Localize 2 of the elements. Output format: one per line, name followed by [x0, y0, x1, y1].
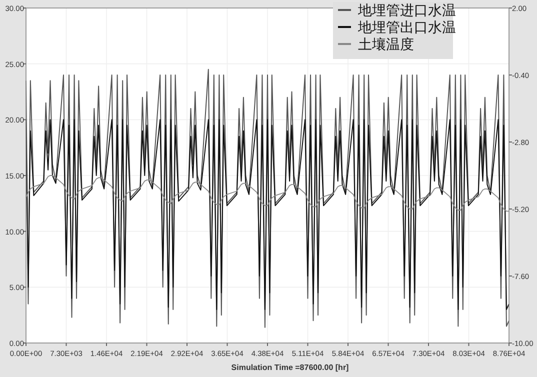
- line-series: [26, 119, 510, 310]
- x-axis-title: Simulation Time =87600.00 [hr]: [231, 363, 350, 372]
